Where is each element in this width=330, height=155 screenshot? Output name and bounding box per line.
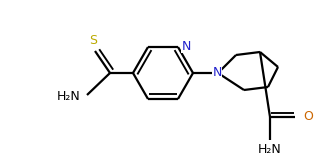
- Text: N: N: [212, 66, 222, 78]
- Text: O: O: [303, 111, 313, 124]
- Text: S: S: [89, 35, 97, 47]
- Text: H₂N: H₂N: [57, 91, 81, 104]
- Text: H₂N: H₂N: [258, 143, 282, 155]
- Text: N: N: [182, 40, 191, 53]
